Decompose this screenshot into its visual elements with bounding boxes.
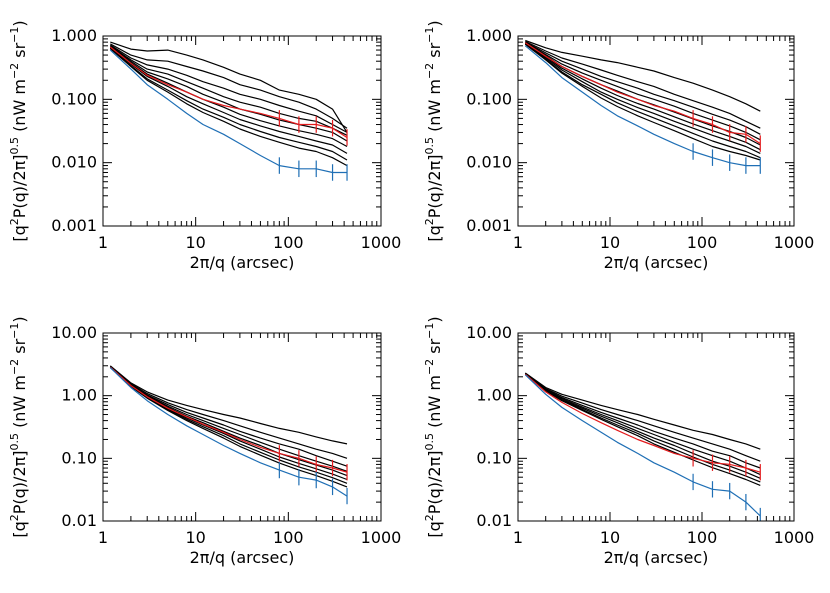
- y-tick-label: 10.00: [51, 323, 97, 342]
- y-tick-label: 0.001: [466, 216, 512, 235]
- y-axis-label: [q2P(q)/2π]0.5 (nW m−2 sr−1): [8, 316, 29, 537]
- series-line-blue: [524, 45, 761, 167]
- series-line-black: [109, 46, 348, 142]
- series-line-black: [524, 43, 761, 161]
- series-line-black: [525, 40, 761, 129]
- series-group: [524, 372, 761, 521]
- series-line-black: [109, 44, 348, 133]
- series-line-black: [109, 46, 348, 148]
- x-tick-label: 100: [273, 528, 304, 547]
- x-tick-label: 1: [98, 528, 108, 547]
- series-line-red: [109, 366, 348, 473]
- y-tick-label: 0.010: [51, 153, 97, 172]
- series-line-black: [524, 43, 761, 159]
- series-line-black: [525, 41, 761, 135]
- series-line-black: [524, 373, 761, 486]
- plot-frame: [102, 35, 382, 227]
- y-tick-label: 0.10: [61, 448, 97, 467]
- x-tick-label: 10: [185, 233, 205, 252]
- x-axis-label: 2π/q (arcsec): [604, 548, 709, 567]
- plot-frame: [517, 332, 795, 522]
- series-line-black: [109, 366, 348, 488]
- series-line-blue: [109, 49, 347, 174]
- series-line-blue: [109, 367, 348, 497]
- series-line-black: [525, 39, 761, 112]
- y-axis-label: [q2P(q)/2π]0.5 (nW m−2 sr−1): [423, 316, 444, 537]
- chart-panel-4: 1 10 100 1000 0.01 0.10 1.00 10.00 2π/q (arcsec)…: [423, 316, 814, 567]
- x-tick-label: 100: [273, 233, 304, 252]
- series-line-black: [524, 373, 761, 479]
- plot-frame: [102, 332, 382, 522]
- series-line-black: [524, 373, 761, 476]
- x-tick-label: 1: [513, 233, 523, 252]
- x-tick-label: 10: [600, 233, 620, 252]
- x-tick-label: 1000: [361, 233, 402, 252]
- y-axis-label: [q2P(q)/2π]0.5 (nW m−2 sr−1): [423, 20, 444, 241]
- y-tick-label: 0.10: [476, 448, 512, 467]
- x-tick-label: 1000: [774, 528, 815, 547]
- series-line-black: [109, 45, 348, 136]
- y-tick-label: 1.00: [476, 386, 512, 405]
- series-line-black: [109, 47, 348, 154]
- series-line-black: [524, 372, 761, 462]
- y-tick-label: 10.00: [466, 323, 512, 342]
- series-line-black: [524, 373, 761, 483]
- x-tick-label: 10: [600, 528, 620, 547]
- x-axis-label: 2π/q (arcsec): [604, 253, 709, 272]
- y-tick-label: 1.000: [51, 26, 97, 45]
- y-tick-label: 0.01: [476, 511, 512, 530]
- series-group: [109, 365, 348, 505]
- y-tick-label: 0.100: [51, 89, 97, 108]
- y-tick-label: 0.010: [466, 153, 512, 172]
- x-tick-label: 100: [687, 528, 718, 547]
- x-tick-label: 10: [185, 528, 205, 547]
- x-axis-label: 2π/q (arcsec): [190, 548, 295, 567]
- y-tick-label: 1.00: [61, 386, 97, 405]
- series-line-red: [524, 42, 761, 145]
- series-line-black: [110, 43, 348, 129]
- series-line-black: [110, 41, 348, 133]
- y-tick-label: 0.001: [51, 216, 97, 235]
- series-line-red: [109, 46, 348, 139]
- chart-panel-1: 1 10 100 1000 0.001 0.010 0.100 1.000 2π/q (arcs…: [8, 20, 401, 272]
- chart-panel-2: 1 10 100 1000 0.001 0.010 0.100 1.000 2π/q (arcs…: [423, 20, 814, 272]
- series-line-black: [109, 366, 348, 472]
- series-line-black: [109, 366, 348, 467]
- plot-frame: [517, 35, 795, 227]
- series-line-black: [109, 48, 348, 167]
- series-line-black: [109, 365, 348, 445]
- chart-panel-3: 1 10 100 1000 0.01 0.10 1.00 10.00 2π/q (arcsec)…: [8, 316, 401, 567]
- x-tick-label: 1: [98, 233, 108, 252]
- series-line-black: [109, 366, 348, 484]
- y-tick-label: 0.01: [61, 511, 97, 530]
- x-tick-label: 1: [513, 528, 523, 547]
- x-axis-label: 2π/q (arcsec): [190, 253, 295, 272]
- series-line-blue: [524, 374, 761, 517]
- x-tick-label: 1000: [774, 233, 815, 252]
- series-line-black: [524, 42, 761, 151]
- x-tick-label: 100: [687, 233, 718, 252]
- x-tick-label: 1000: [361, 528, 402, 547]
- series-line-black: [109, 365, 348, 459]
- series-line-black: [524, 372, 761, 450]
- series-line-red: [524, 373, 761, 473]
- series-line-black: [524, 41, 761, 141]
- y-axis-label: [q2P(q)/2π]0.5 (nW m−2 sr−1): [8, 20, 29, 241]
- series-line-black: [524, 373, 761, 469]
- series-line-black: [109, 47, 348, 161]
- y-tick-label: 0.100: [466, 89, 512, 108]
- y-tick-label: 1.000: [466, 26, 512, 45]
- series-group: [109, 41, 348, 181]
- series-group: [524, 39, 761, 174]
- series-line-black: [524, 43, 761, 154]
